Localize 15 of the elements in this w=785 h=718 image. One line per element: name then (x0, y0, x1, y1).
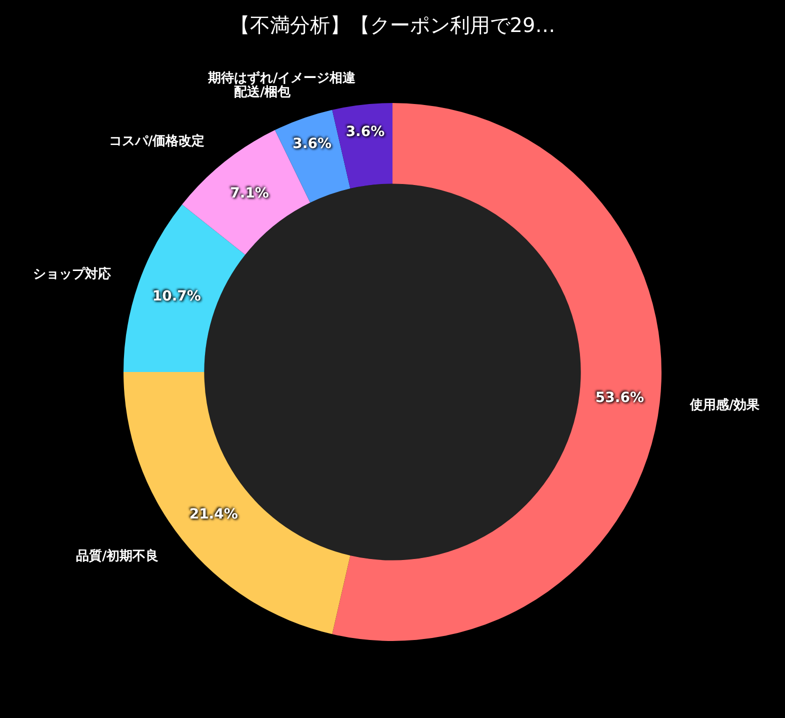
slice-label: 品質/初期不良 (76, 548, 159, 564)
slice-label: 配送/梱包 (234, 85, 292, 100)
slice-label: ショップ対応 (33, 266, 111, 282)
data-label: 3.6% (346, 124, 385, 140)
donut-slice (332, 103, 662, 641)
slice-label: 使用感/効果 (689, 397, 761, 413)
donut-slice (124, 204, 246, 372)
slice-label: 期待はずれ/イメージ相違 (207, 70, 357, 86)
data-label: 10.7% (152, 288, 201, 305)
chart-title: 【不満分析】【クーポン利用で29… (230, 12, 556, 37)
data-label: 21.4% (189, 506, 238, 522)
data-label: 7.1% (230, 186, 269, 202)
slice-label: コスパ/価格改定 (109, 133, 205, 149)
data-label: 3.6% (292, 136, 332, 152)
data-label: 53.6% (595, 390, 644, 406)
